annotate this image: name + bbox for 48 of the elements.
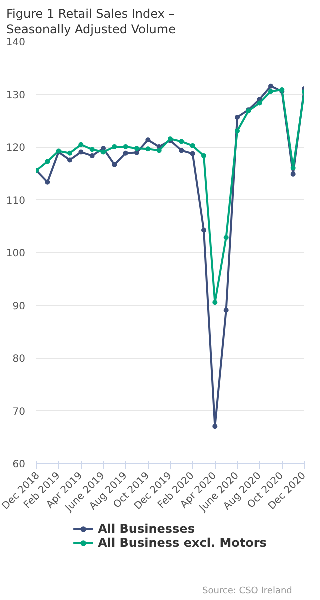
point <box>90 147 95 152</box>
y-tick-label: 60 <box>12 460 26 470</box>
point <box>202 153 206 158</box>
point <box>212 300 218 306</box>
point <box>112 162 118 168</box>
point <box>224 235 229 240</box>
point <box>123 150 128 156</box>
legend-label: All Business excl. Motors <box>98 536 267 550</box>
point <box>68 150 72 156</box>
chart-title: Figure 1 Retail Sales Index – Seasonally Adjusted Volume <box>6 7 176 36</box>
y-tick-label: 130 <box>6 90 26 102</box>
legend-label: All Businesses <box>98 522 195 536</box>
point <box>179 139 184 144</box>
point <box>68 158 72 163</box>
point <box>212 424 218 430</box>
source-note: Source: CSO Ireland <box>202 586 292 596</box>
point <box>146 146 151 152</box>
y-tick-label: 140 <box>6 38 26 48</box>
point <box>179 148 184 154</box>
point <box>101 150 106 155</box>
point <box>268 89 274 94</box>
point <box>78 142 84 148</box>
point <box>190 143 196 148</box>
point <box>290 172 296 177</box>
point <box>290 166 296 171</box>
point <box>134 146 140 152</box>
point <box>134 150 140 156</box>
y-tick-label: 110 <box>6 196 26 207</box>
point <box>268 84 274 89</box>
point <box>112 144 118 150</box>
y-tick-label: 100 <box>6 248 26 260</box>
y-tick-label: 90 <box>12 301 26 312</box>
point <box>123 144 128 150</box>
point <box>235 128 240 134</box>
point <box>224 308 229 314</box>
point <box>257 100 262 106</box>
point <box>45 180 50 185</box>
point <box>235 114 240 120</box>
point <box>90 153 95 158</box>
point <box>146 138 151 143</box>
point <box>156 148 162 154</box>
point <box>78 150 84 155</box>
y-tick-label: 70 <box>12 406 26 418</box>
point <box>45 159 50 164</box>
point <box>190 151 196 156</box>
point <box>202 228 206 233</box>
y-tick-label: 80 <box>12 354 26 365</box>
y-tick-label: 120 <box>6 143 26 154</box>
